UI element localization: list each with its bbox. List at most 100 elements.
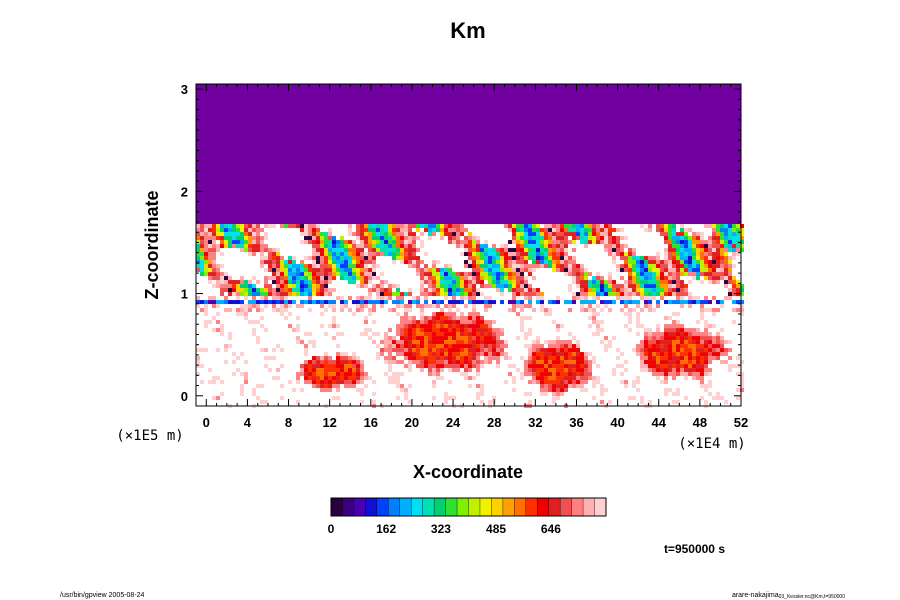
field-cell [360,372,364,377]
field-cell [220,236,224,241]
field-cell [664,256,668,261]
field-cell [432,336,436,341]
field-cell [316,260,320,265]
field-cell [196,260,200,265]
field-cell [240,372,244,377]
field-cell [212,232,216,237]
field-cell [236,240,240,245]
field-cell [604,224,608,229]
field-cell [596,320,600,325]
field-cell [488,300,492,305]
field-cell [260,252,264,257]
field-cell [424,268,428,273]
field-cell [528,252,532,257]
field-cell [516,264,520,269]
field-cell [332,236,336,241]
field-cell [436,312,440,317]
field-cell [472,364,476,369]
field-cell [540,300,544,305]
field-cell [520,320,524,325]
field-cell [480,348,484,353]
field-cell [328,264,332,269]
field-cell [720,268,724,273]
field-cell [336,352,340,357]
field-cell [496,248,500,253]
field-cell [528,268,532,273]
field-cell [564,224,568,229]
field-cell [648,344,652,349]
field-cell [684,376,688,381]
field-cell [684,236,688,241]
field-cell [560,384,564,389]
field-cell [548,252,552,257]
field-cell [264,356,268,361]
field-cell [204,252,208,257]
field-cell [640,352,644,357]
field-cell [384,224,388,229]
field-cell [388,232,392,237]
field-cell [452,332,456,337]
field-cell [328,232,332,237]
field-cell [704,356,708,361]
field-cell [252,304,256,309]
field-cell [416,224,420,229]
field-cell [624,292,628,297]
field-cell [704,248,708,253]
field-cell [620,300,624,305]
field-cell [428,340,432,345]
field-cell [600,288,604,293]
field-cell [352,256,356,261]
field-cell [700,360,704,365]
field-cell [456,316,460,321]
field-cell [544,364,548,369]
field-cell [444,276,448,281]
field-cell [212,284,216,289]
field-cell [544,260,548,265]
field-cell [712,268,716,273]
field-cell [508,228,512,233]
field-cell [320,304,324,309]
field-cell [304,380,308,385]
field-cell [300,300,304,305]
field-cell [560,232,564,237]
field-cell [204,324,208,329]
field-cell [520,308,524,313]
field-cell [552,264,556,269]
field-cell [516,304,520,309]
field-cell [316,240,320,245]
field-cell [208,380,212,385]
field-cell [404,256,408,261]
field-cell [688,248,692,253]
field-cell [536,256,540,261]
field-cell [544,392,548,397]
field-cell [484,264,488,269]
field-cell [720,224,724,229]
field-cell [676,356,680,361]
field-cell [392,336,396,341]
field-cell [720,344,724,349]
field-cell [372,320,376,325]
field-cell [472,292,476,297]
field-cell [344,268,348,273]
field-cell [460,344,464,349]
field-cell [252,392,256,397]
field-cell [348,364,352,369]
field-cell [444,296,448,301]
field-cell [576,380,580,385]
field-cell [460,280,464,285]
field-cell [624,300,628,305]
field-cell [664,336,668,341]
field-cell [664,368,668,373]
field-cell [552,256,556,261]
field-cell [228,308,232,313]
field-cell [724,340,728,345]
field-cell [708,268,712,273]
field-cell [680,296,684,301]
field-cell [528,328,532,333]
field-cell [544,356,548,361]
field-cell [480,344,484,349]
field-cell [432,272,436,277]
field-cell [264,260,268,265]
field-cell [324,264,328,269]
field-cell [396,328,400,333]
